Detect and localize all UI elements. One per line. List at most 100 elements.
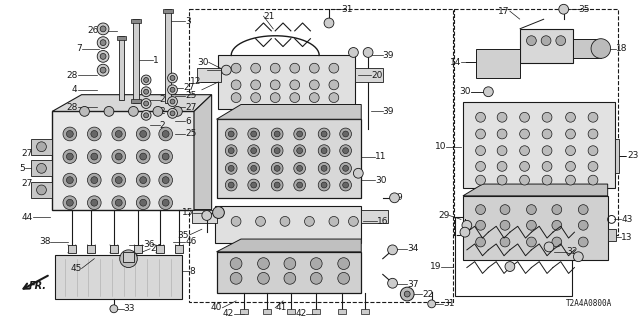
Circle shape [329,80,339,90]
Circle shape [520,162,529,171]
Circle shape [321,165,327,171]
Circle shape [476,220,486,230]
Circle shape [542,129,552,139]
Circle shape [280,216,290,226]
Circle shape [140,131,147,137]
Text: 30: 30 [460,87,471,96]
Text: 30: 30 [197,58,209,67]
Circle shape [284,272,296,284]
Circle shape [566,162,575,171]
Circle shape [290,93,300,102]
Bar [338,309,346,314]
Circle shape [202,211,212,220]
Circle shape [228,165,234,171]
Circle shape [36,185,46,195]
Circle shape [63,127,77,141]
Circle shape [310,258,322,269]
Circle shape [251,63,260,73]
Circle shape [544,242,554,252]
Circle shape [462,220,472,230]
Circle shape [159,127,173,141]
Circle shape [159,150,173,164]
Bar [31,139,52,155]
Circle shape [63,196,77,210]
Circle shape [141,87,151,97]
Circle shape [318,128,330,140]
Bar [476,49,520,78]
Text: 31: 31 [444,300,455,308]
Text: 42: 42 [295,309,307,318]
Circle shape [349,48,358,57]
Text: 30: 30 [375,176,387,185]
Text: 3: 3 [185,17,191,26]
Circle shape [542,175,552,185]
Circle shape [460,227,470,237]
Circle shape [115,153,122,160]
Circle shape [541,36,551,45]
Circle shape [297,165,303,171]
Circle shape [141,110,151,120]
Bar [164,9,171,102]
Circle shape [476,205,486,214]
Bar [175,245,183,253]
Bar [240,309,248,314]
Bar [31,182,52,198]
Circle shape [97,64,109,76]
Circle shape [159,196,173,210]
Circle shape [497,162,507,171]
Circle shape [140,153,147,160]
Circle shape [170,99,175,104]
Text: 15: 15 [182,208,193,217]
Circle shape [112,173,125,187]
Circle shape [309,80,319,90]
Text: 39: 39 [383,107,394,116]
Bar [189,9,453,302]
Circle shape [476,112,486,122]
Text: 27: 27 [21,149,33,158]
Circle shape [67,153,73,160]
Circle shape [340,145,351,156]
Circle shape [97,51,109,62]
Circle shape [353,168,364,178]
Circle shape [257,272,269,284]
Circle shape [63,150,77,164]
Circle shape [271,128,283,140]
Circle shape [404,291,410,297]
Circle shape [88,196,101,210]
Circle shape [588,175,598,185]
Circle shape [91,199,98,206]
Circle shape [257,258,269,269]
Circle shape [290,80,300,90]
Circle shape [248,163,260,174]
Circle shape [338,272,349,284]
Text: 44: 44 [21,213,33,222]
Circle shape [297,148,303,154]
Circle shape [527,205,536,214]
Circle shape [91,177,98,184]
Circle shape [168,97,177,107]
Text: 4: 4 [72,85,77,94]
Circle shape [310,272,322,284]
Circle shape [542,162,552,171]
Bar [463,101,614,188]
Circle shape [143,113,148,118]
Circle shape [100,40,106,45]
Circle shape [120,250,138,268]
Circle shape [274,148,280,154]
Text: 25: 25 [185,130,196,139]
Text: 19: 19 [430,262,442,271]
Circle shape [476,237,486,247]
Text: 27: 27 [21,179,33,188]
Circle shape [110,305,118,313]
Circle shape [497,175,507,185]
Bar [216,252,361,293]
Circle shape [274,182,280,188]
Circle shape [115,131,122,137]
Text: 32: 32 [566,247,578,256]
Circle shape [588,129,598,139]
Circle shape [305,216,314,226]
Text: 5: 5 [19,164,25,173]
Bar [614,139,620,173]
Circle shape [428,300,436,308]
Circle shape [520,175,529,185]
